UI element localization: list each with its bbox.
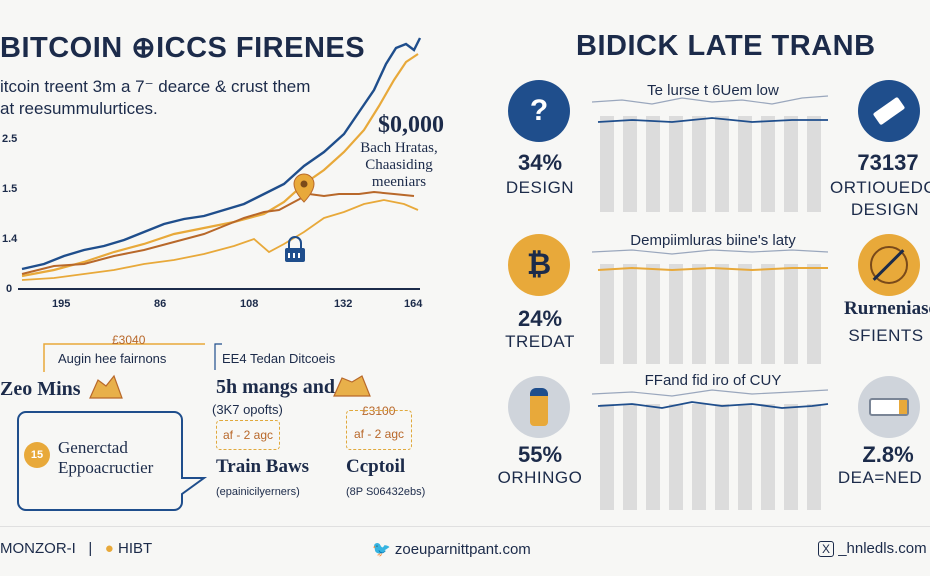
lock-icon [285, 236, 305, 262]
footer-center[interactable]: 🐦 zoeuparnittpant.com [372, 540, 531, 558]
bottom-left-sub: (epainicilyerners) [216, 486, 300, 498]
row1-bars [600, 116, 821, 212]
bitcoin-small-icon: ● [104, 540, 114, 557]
footer-left: MONZOR-I | ● HIBT [0, 540, 152, 557]
row2-line [592, 249, 829, 272]
y-tick: 2.5 [2, 133, 18, 145]
x-tick: 164 [404, 298, 423, 310]
intro-line-2: at reesummulurtices. [0, 99, 158, 118]
x-tick: 132 [334, 298, 353, 310]
bottom-right-sub: (8P S06432ebs) [346, 486, 426, 498]
bottle-icon [508, 376, 570, 438]
mid-sub: (3K7 opofts) [212, 402, 283, 417]
row1-left-pct: 34% [517, 150, 563, 175]
right-title: BIDICK LATE TRANB [576, 30, 876, 62]
y-tick: 1.5 [2, 183, 18, 195]
footer-brand-a: MONZOR-I [0, 540, 76, 557]
tag2-value: £3100 [362, 404, 396, 418]
series-gold [21, 53, 419, 278]
x-icon: X [818, 541, 835, 557]
row1-mini-title: Te lurse t 6Uem low [647, 82, 779, 99]
battery-icon [858, 376, 920, 438]
x-tick: 86 [154, 298, 167, 310]
x-tick: 108 [240, 298, 259, 310]
row1-left-label: DESIGN [505, 178, 575, 197]
mid-top: EE4 Tedan Ditcoeis [222, 351, 336, 366]
intro-line-1: itcoin treent 3m a 7⁻ dearce & crust the… [0, 77, 311, 96]
bottom-left-title: Train Baws [216, 456, 310, 477]
x-tick: 195 [52, 298, 71, 310]
annotation-text: Bach Hratas, Chaasiding meeniars [354, 140, 444, 191]
y-tick: 1.4 [2, 233, 18, 245]
coin-icon: 15 [24, 442, 50, 468]
box1-text: Augin hee fairnons [58, 351, 167, 366]
twitter-icon: 🐦 [372, 541, 391, 558]
row1-right-label-2: DESIGN [850, 200, 920, 219]
pin-icon [293, 173, 315, 203]
row3-left-pct: 55% [517, 442, 563, 467]
row2-left-pct: 24% [517, 306, 563, 331]
row3-right-label: DEA=NED [837, 468, 923, 487]
left-title: BITCOIN ⊕ICCS FIRENES [0, 32, 366, 64]
series-navy [21, 37, 422, 271]
row2-right-label: SFIENTS [848, 326, 924, 345]
tag-1: af - 2 agc [222, 428, 274, 442]
row3-left-label: ORHINGO [497, 468, 583, 487]
footer-center-text: zoeuparnittpant.com [394, 541, 531, 558]
row1-right-label: ORTIOUEDC [830, 178, 930, 197]
footer-sep: | [88, 540, 93, 557]
annotation-value: $0,000 [378, 112, 444, 138]
footer-right-text: _hnledls.com [838, 540, 927, 557]
row2-bars [600, 264, 821, 364]
tag-box-2: af - 2 agc [346, 410, 412, 450]
series-brown [21, 190, 415, 275]
tag-box-1: af - 2 agc [216, 420, 280, 450]
box1-title: Zeo Mins [0, 378, 81, 400]
bitcoin-icon: ₿ [508, 234, 570, 296]
row3-bars [600, 404, 821, 510]
row3-mini-title: FFand fid iro of CUY [644, 372, 782, 389]
compass-icon [858, 234, 920, 296]
gold-pile-icon [89, 374, 123, 399]
annotation-line: Bach Hratas, [360, 140, 438, 156]
mid-title: 5h mangs and [216, 376, 335, 398]
row1-right-value: 73137 [857, 150, 919, 175]
row2-mini-title: Dempiimluras biine's laty [630, 232, 796, 249]
footer-right[interactable]: X _hnledls.com [818, 540, 927, 557]
row2-right-value: Rurneniase [844, 298, 930, 319]
question-icon: ? [508, 80, 570, 142]
footer-brand-b: HIBT [118, 540, 153, 557]
row1-line [592, 95, 829, 123]
bracket-2 [214, 343, 222, 370]
bracket-1 [43, 343, 205, 372]
y-tick: 0 [6, 283, 13, 295]
annotation-line: meeniars [371, 174, 427, 190]
bottom-right-title: Ccptoil [346, 456, 406, 477]
tag-2: af - 2 agc [353, 427, 405, 441]
price-chart [18, 37, 422, 290]
annotation-line: Chaasiding [365, 157, 433, 173]
row3-line [592, 389, 829, 409]
row2-left-label: TREDAT [505, 332, 575, 351]
row3-right-value: Z.8% [862, 442, 914, 467]
ticket-icon [858, 80, 920, 142]
series-gold-low [21, 199, 419, 281]
footer-divider [0, 526, 930, 527]
box1-value: £3040 [112, 333, 146, 347]
gold-bars-icon [333, 375, 371, 397]
box2-title: Generctad [58, 438, 128, 457]
box2-outline [17, 411, 208, 511]
box2-sub: Eppoacructier [58, 458, 154, 477]
